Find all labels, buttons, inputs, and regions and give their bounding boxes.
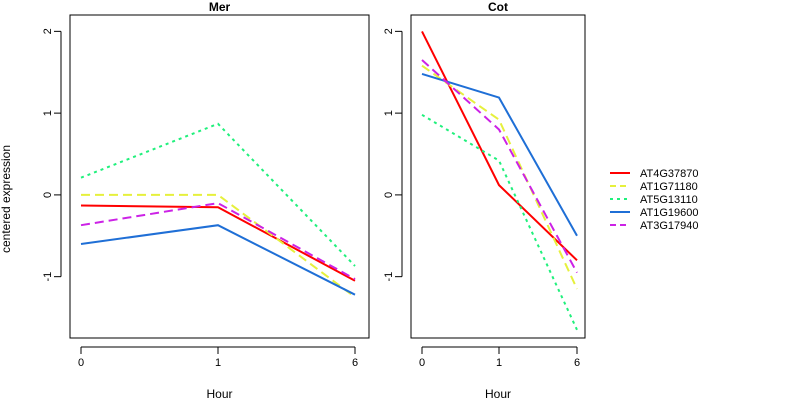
- series-line-at3g17940: [80, 202, 356, 280]
- x-tick-label: 0: [419, 357, 425, 369]
- y-tick-label: 1: [383, 110, 395, 116]
- y-tick-label: 0: [42, 192, 54, 198]
- series-line-at1g71180: [81, 193, 356, 298]
- y-tick-label: 1: [42, 110, 54, 116]
- panel-title: Cot: [488, 0, 508, 14]
- y-tick-label: -1: [383, 272, 395, 282]
- legend-label: AT1G71180: [640, 181, 698, 193]
- x-tick-label: 6: [352, 357, 358, 369]
- legend-label: AT3G17940: [640, 220, 699, 232]
- x-axis-label: Hour: [485, 387, 511, 400]
- legend-label: AT4G37870: [640, 168, 699, 180]
- legend-label: AT1G19600: [640, 207, 699, 219]
- y-tick-label: 2: [42, 28, 54, 34]
- legend: AT4G37870AT1G71180AT5G13110AT1G19600AT3G…: [610, 168, 699, 232]
- legend-item: AT5G13110: [610, 194, 698, 206]
- legend-item: AT1G71180: [610, 181, 698, 193]
- y-tick-label: 2: [383, 28, 395, 34]
- plot-frame: [69, 14, 370, 339]
- legend-item: AT4G37870: [610, 168, 699, 180]
- y-axis-label: centered expression: [0, 145, 13, 253]
- series-line-at4g37870: [80, 204, 356, 282]
- series-line-at5g13110: [80, 122, 356, 267]
- x-tick-label: 1: [496, 357, 502, 369]
- x-tick-label: 1: [215, 357, 221, 369]
- legend-item: AT3G17940: [610, 220, 699, 232]
- series-line-at1g19600: [80, 224, 356, 296]
- series-line-at5g13110: [421, 113, 578, 331]
- y-tick-label: 0: [383, 192, 395, 198]
- legend-label: AT5G13110: [640, 194, 698, 206]
- chart-panel-cot: Cot 0 1 6 Hour -1 0 1 2: [383, 0, 586, 400]
- x-tick-label: 0: [78, 357, 84, 369]
- legend-item: AT1G19600: [610, 207, 699, 219]
- series-line-at1g19600: [421, 72, 578, 237]
- series-line-at4g37870: [421, 30, 578, 262]
- panel-title: Mer: [209, 0, 231, 14]
- x-tick-label: 6: [574, 357, 580, 369]
- chart-panel-mer: Mer 0 1 6 Hour -1 0 1 2: [42, 0, 370, 400]
- plot-frame: [410, 14, 586, 339]
- y-tick-label: -1: [42, 272, 54, 282]
- x-axis-label: Hour: [206, 387, 232, 400]
- series-line-at3g17940: [421, 59, 578, 274]
